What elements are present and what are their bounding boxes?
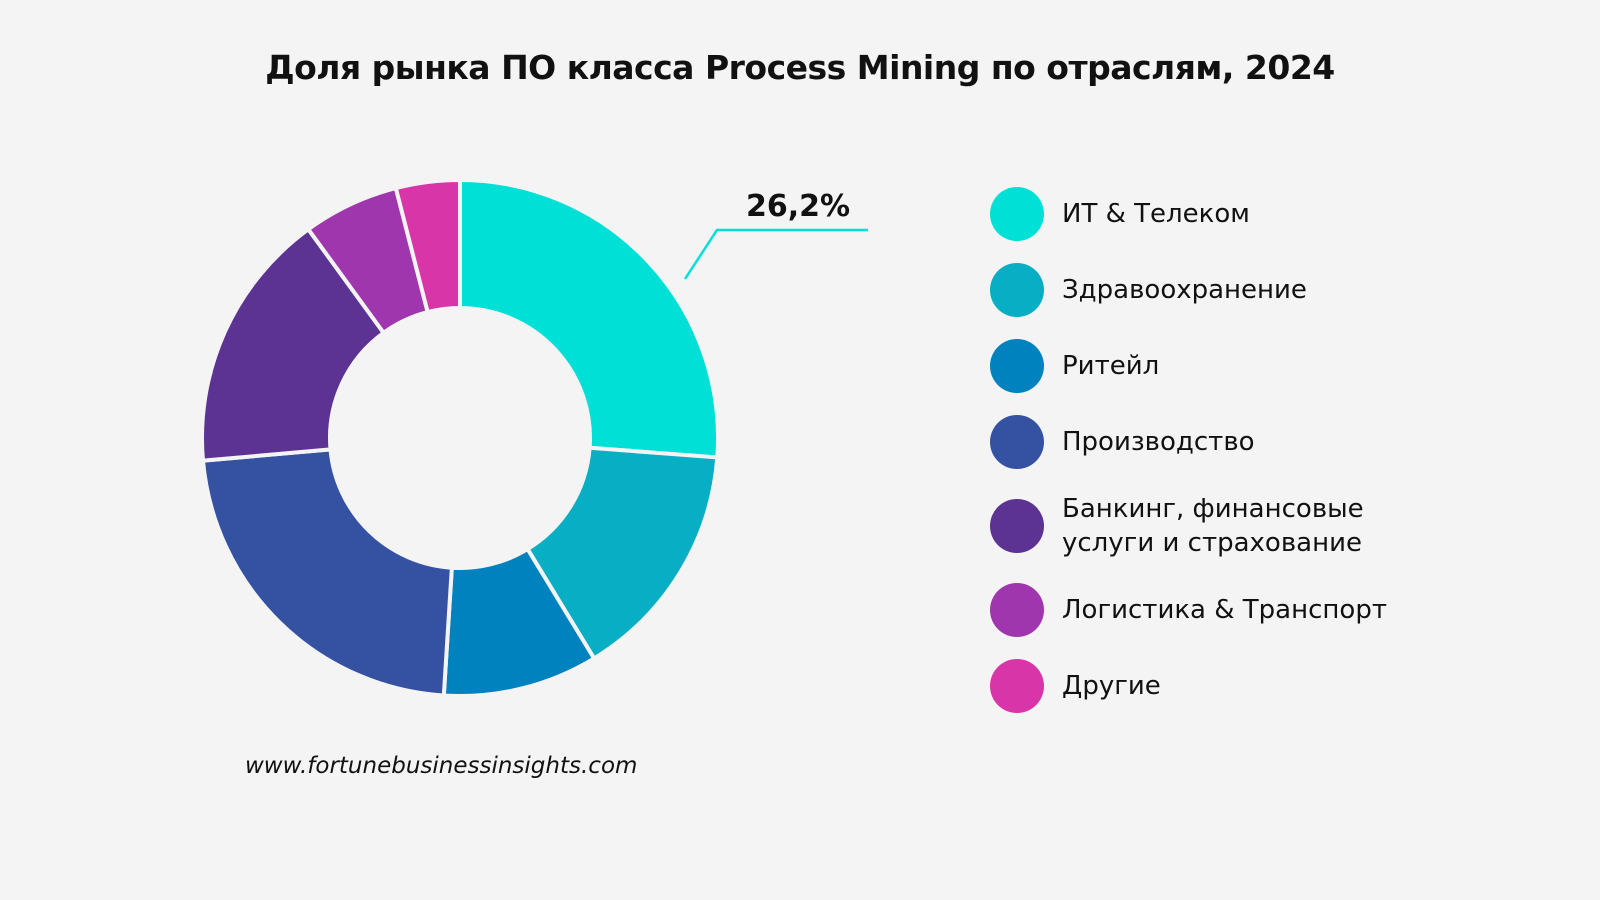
callout-line <box>683 228 868 280</box>
legend-label: Производство <box>1062 427 1255 457</box>
slice-healthcare <box>524 445 720 662</box>
slice-it-telecom <box>458 177 720 460</box>
legend-label: Другие <box>1062 671 1161 701</box>
legend-swatch <box>990 659 1044 713</box>
legend-label: Ритейл <box>1062 351 1160 381</box>
legend-item-logistics: Логистика & Транспорт <box>990 572 1570 648</box>
legend-label: ИТ & Телеком <box>1062 199 1250 229</box>
legend-swatch <box>990 415 1044 469</box>
legend-label: Банкинг, финансовые услуги и страхование <box>1062 494 1364 558</box>
legend-label: Логистика & Транспорт <box>1062 595 1387 625</box>
legend-item-healthcare: Здравоохранение <box>990 252 1570 328</box>
legend-swatch <box>990 499 1044 553</box>
donut-slices <box>200 177 720 698</box>
legend-swatch <box>990 263 1044 317</box>
callout: 26,2% <box>683 189 868 280</box>
legend-swatch <box>990 187 1044 241</box>
legend-label: Здравоохранение <box>1062 275 1307 305</box>
legend-item-other: Другие <box>990 648 1570 724</box>
legend-swatch <box>990 583 1044 637</box>
chart-title: Доля рынка ПО класса Process Mining по о… <box>265 48 1335 87</box>
legend-item-manufacturing: Производство <box>990 404 1570 480</box>
slice-other <box>393 177 462 315</box>
legend-item-it-telecom: ИТ & Телеком <box>990 176 1570 252</box>
data-label-it-telecom: 26,2% <box>746 189 850 224</box>
source-url: www.fortunebusinessinsights.com <box>245 753 638 779</box>
slice-banking <box>200 226 387 463</box>
slice-manufacturing <box>200 447 454 698</box>
legend-item-retail: Ритейл <box>990 328 1570 404</box>
legend-swatch <box>990 339 1044 393</box>
legend-item-banking: Банкинг, финансовые услуги и страхование <box>990 480 1570 572</box>
legend: ИТ & Телеком Здравоохранение Ритейл Произво… <box>990 176 1570 724</box>
